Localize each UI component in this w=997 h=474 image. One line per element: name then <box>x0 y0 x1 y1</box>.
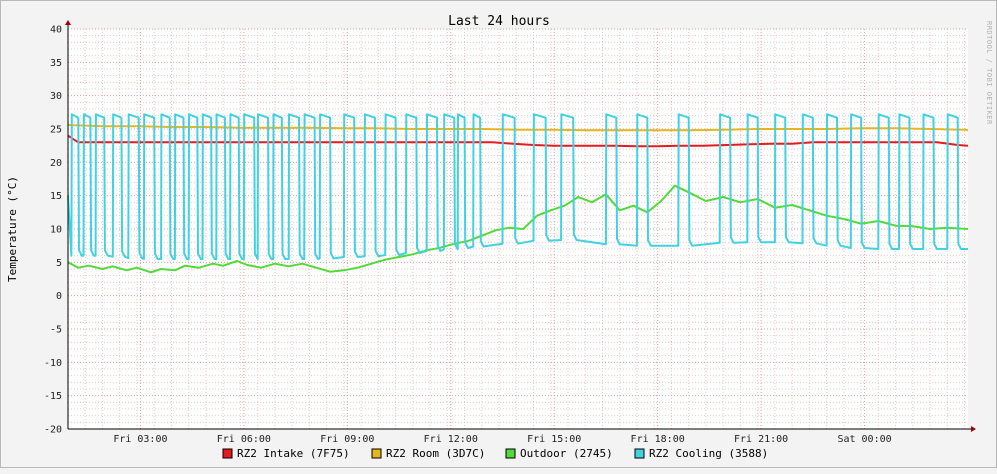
y-tick-label: 30 <box>50 91 62 102</box>
legend-label: RZ2 Room (3D7C) <box>386 447 485 460</box>
legend-swatch <box>222 448 233 459</box>
x-tick-label: Fri 03:00 <box>113 434 167 445</box>
legend-label: RZ2 Intake (7F75) <box>237 447 350 460</box>
y-tick-label: 35 <box>50 58 62 69</box>
legend-swatch <box>371 448 382 459</box>
x-tick-labels: Fri 03:00 Fri 06:00 Fri 09:00 Fri 12:00 Fri … <box>113 434 891 445</box>
y-tick-label: 10 <box>50 225 62 236</box>
y-tick-label: 40 <box>50 25 62 36</box>
series-line-2 <box>67 184 969 274</box>
y-tick-labels: -20 -15 -10 -5 0 5 10 15 20 25 30 35 40 <box>44 25 62 436</box>
x-tick-label: Fri 12:00 <box>424 434 478 445</box>
y-tick-label: 20 <box>50 158 62 169</box>
y-tick-label: 15 <box>50 191 62 202</box>
x-tick-label: Sat 00:00 <box>837 434 891 445</box>
y-tick-label: 25 <box>50 125 62 136</box>
legend-label: Outdoor (2745) <box>520 447 613 460</box>
legend-label: RZ2 Cooling (3588) <box>649 447 768 460</box>
y-tick-label: -10 <box>44 358 62 369</box>
series-line-3 <box>67 113 968 260</box>
x-tick-label: Fri 18:00 <box>631 434 685 445</box>
x-tick-label: Fri 15:00 <box>527 434 581 445</box>
x-axis-arrow-icon <box>971 426 976 432</box>
y-axis-label: Temperature (°C) <box>6 176 19 282</box>
watermark-text: RRDTOOL / TOBI OETIKER <box>985 21 993 125</box>
y-tick-label: -20 <box>44 425 62 436</box>
legend: RZ2 Intake (7F75) RZ2 Room (3D7C) Outdoor … <box>222 447 768 460</box>
x-tick-label: Fri 21:00 <box>734 434 788 445</box>
legend-swatch <box>634 448 645 459</box>
y-axis-arrow-icon <box>65 20 71 25</box>
series-layer <box>67 113 969 274</box>
y-tick-label: 5 <box>56 258 62 269</box>
y-tick-label: -5 <box>50 325 62 336</box>
chart-title: Last 24 hours <box>448 14 550 29</box>
y-tick-label: -15 <box>44 391 62 402</box>
x-tick-label: Fri 09:00 <box>320 434 374 445</box>
y-tick-label: 0 <box>56 291 62 302</box>
axes <box>65 20 976 432</box>
major-grid <box>68 28 968 430</box>
x-tick-label: Fri 06:00 <box>217 434 271 445</box>
legend-swatch <box>505 448 516 459</box>
